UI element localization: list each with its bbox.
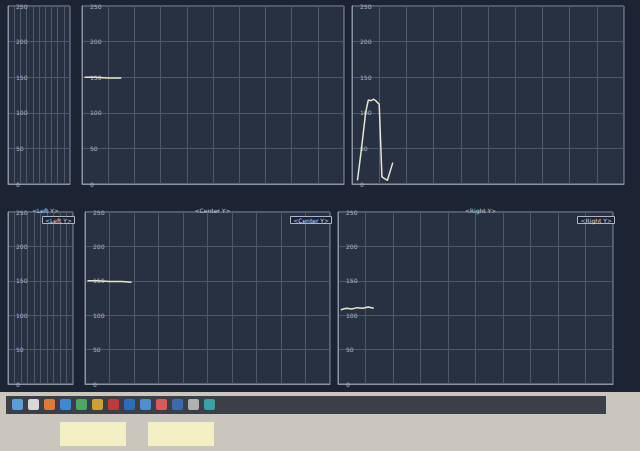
svg-text:100: 100 xyxy=(93,312,105,319)
svg-text:50: 50 xyxy=(93,346,101,353)
svg-text:<Center Y>: <Center Y> xyxy=(293,217,329,224)
svg-text:50: 50 xyxy=(16,145,24,152)
svg-text:150: 150 xyxy=(93,277,105,285)
svg-text:<Left Y>: <Left Y> xyxy=(32,207,59,214)
svg-text:250: 250 xyxy=(16,209,28,216)
svg-text:150: 150 xyxy=(346,277,358,284)
svg-text:<Right Y>: <Right Y> xyxy=(465,207,496,215)
svg-text:0: 0 xyxy=(16,381,20,388)
svg-text:100: 100 xyxy=(346,312,358,319)
svg-text:200: 200 xyxy=(90,38,102,45)
svg-text:50: 50 xyxy=(360,144,368,152)
svg-text:150: 150 xyxy=(90,73,102,81)
svg-text:100: 100 xyxy=(360,109,372,117)
svg-text:50: 50 xyxy=(90,145,98,152)
svg-text:100: 100 xyxy=(16,312,28,319)
svg-text:0: 0 xyxy=(93,381,97,388)
svg-text:250: 250 xyxy=(16,3,28,10)
svg-text:<Center Y>: <Center Y> xyxy=(195,207,231,214)
svg-text:0: 0 xyxy=(360,181,364,188)
svg-text:250: 250 xyxy=(90,3,102,10)
svg-text:<Left Y>: <Left Y> xyxy=(45,217,72,224)
svg-text:100: 100 xyxy=(16,109,28,116)
svg-text:100: 100 xyxy=(90,109,102,116)
svg-text:0: 0 xyxy=(16,181,20,188)
svg-text:250: 250 xyxy=(346,209,358,216)
svg-text:0: 0 xyxy=(90,181,94,188)
svg-text:200: 200 xyxy=(360,38,372,45)
svg-text:50: 50 xyxy=(16,346,24,353)
svg-text:150: 150 xyxy=(360,74,372,81)
svg-text:<Right Y>: <Right Y> xyxy=(581,217,612,225)
svg-text:0: 0 xyxy=(346,381,350,388)
svg-text:50: 50 xyxy=(346,346,354,353)
svg-text:200: 200 xyxy=(346,243,358,250)
svg-text:150: 150 xyxy=(16,74,28,81)
svg-text:250: 250 xyxy=(360,3,372,10)
svg-text:200: 200 xyxy=(93,243,105,250)
svg-text:250: 250 xyxy=(93,209,105,216)
svg-text:150: 150 xyxy=(16,277,28,284)
svg-text:200: 200 xyxy=(16,243,28,250)
svg-text:200: 200 xyxy=(16,38,28,45)
